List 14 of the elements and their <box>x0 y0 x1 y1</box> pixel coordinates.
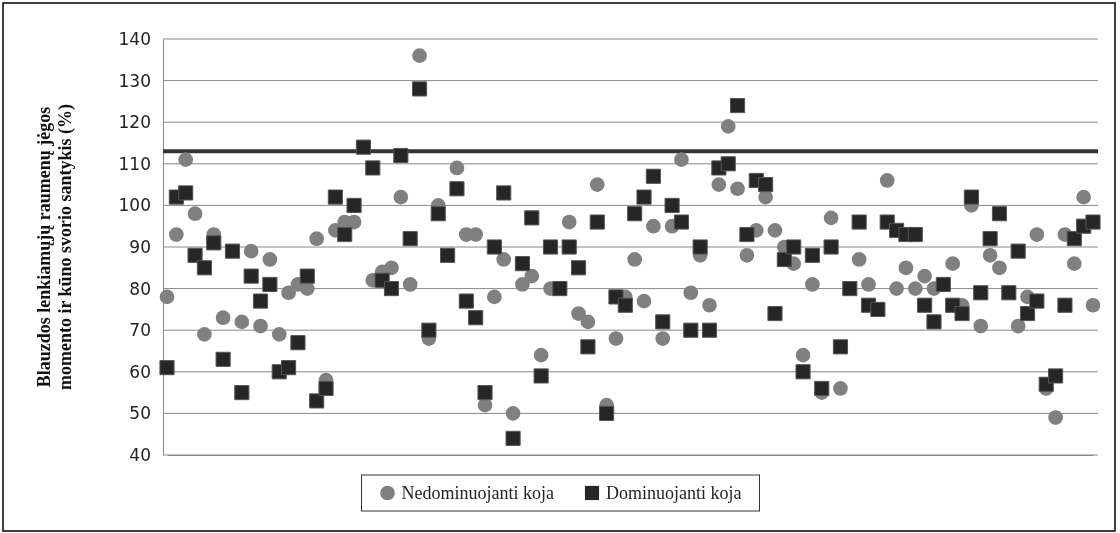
y-tick-label: 60 <box>129 361 151 382</box>
legend-label: Dominuojanti koja <box>606 483 742 503</box>
y-tick-label: 90 <box>129 236 151 257</box>
y-axis-title: Blauzdos lenkiamųjų raumenų jėgos momento ir kūno svorio santykis (%) <box>34 103 76 391</box>
y-tick-label: 70 <box>129 320 151 341</box>
y-tick-label: 100 <box>118 195 151 216</box>
y-tick-label: 110 <box>118 153 151 174</box>
y-tick-label: 50 <box>129 403 151 424</box>
y-tick-label: 40 <box>129 444 151 465</box>
legend-label: Nedominuojanti koja <box>401 483 554 503</box>
y-tick-label: 120 <box>118 112 151 133</box>
y-tick-label: 140 <box>118 28 151 49</box>
y-tick-label: 80 <box>129 278 151 299</box>
y-tick-label: 130 <box>118 70 151 91</box>
